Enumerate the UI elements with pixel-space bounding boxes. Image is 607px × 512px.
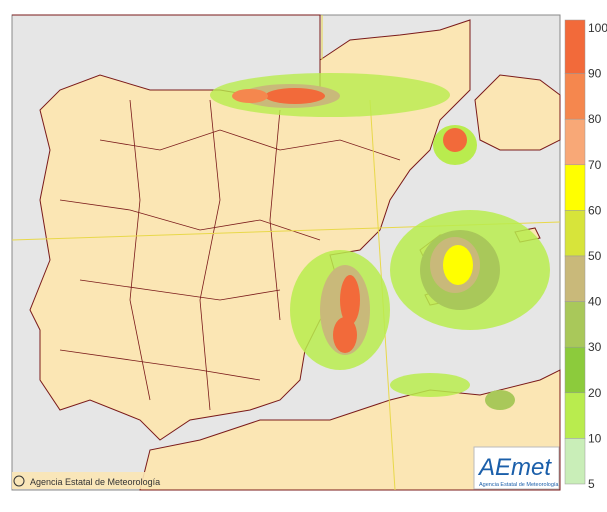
logo-box xyxy=(473,446,560,490)
legend-label: 40 xyxy=(588,295,602,309)
province-borders xyxy=(59,99,401,411)
credit-box xyxy=(12,472,170,489)
legend-label: 90 xyxy=(588,67,602,81)
legend-swatch xyxy=(564,210,586,257)
credit: Agencia Estatal de Meteorología xyxy=(30,477,160,487)
probability-areas xyxy=(210,73,550,410)
legend-swatch xyxy=(564,438,586,485)
legend-label: 60 xyxy=(588,203,602,217)
legend-swatch xyxy=(564,73,586,120)
legend-label: 30 xyxy=(588,340,602,354)
legend-swatch xyxy=(564,164,586,211)
legend-swatch xyxy=(564,19,586,74)
legend-swatch xyxy=(564,346,586,394)
logo: AEmet xyxy=(477,454,552,481)
legend-label: 80 xyxy=(588,112,602,126)
legend-label: 50 xyxy=(588,249,602,263)
legend-swatch xyxy=(564,301,586,348)
legend-swatch xyxy=(564,118,586,166)
legend-label: 10 xyxy=(588,431,602,445)
logo-subtitle: Agencia Estatal de Meteorología xyxy=(479,482,559,488)
legend-label: 100 xyxy=(588,21,607,35)
legend: 100 90 80 70 60 50 40 30 20 10 5 xyxy=(564,19,607,491)
legend-swatch xyxy=(564,255,586,302)
legend-label: 20 xyxy=(588,386,602,400)
legend-swatch xyxy=(564,392,586,439)
copyright-icon xyxy=(13,475,25,487)
legend-label: 70 xyxy=(588,158,602,172)
legend-label: 5 xyxy=(588,477,595,491)
